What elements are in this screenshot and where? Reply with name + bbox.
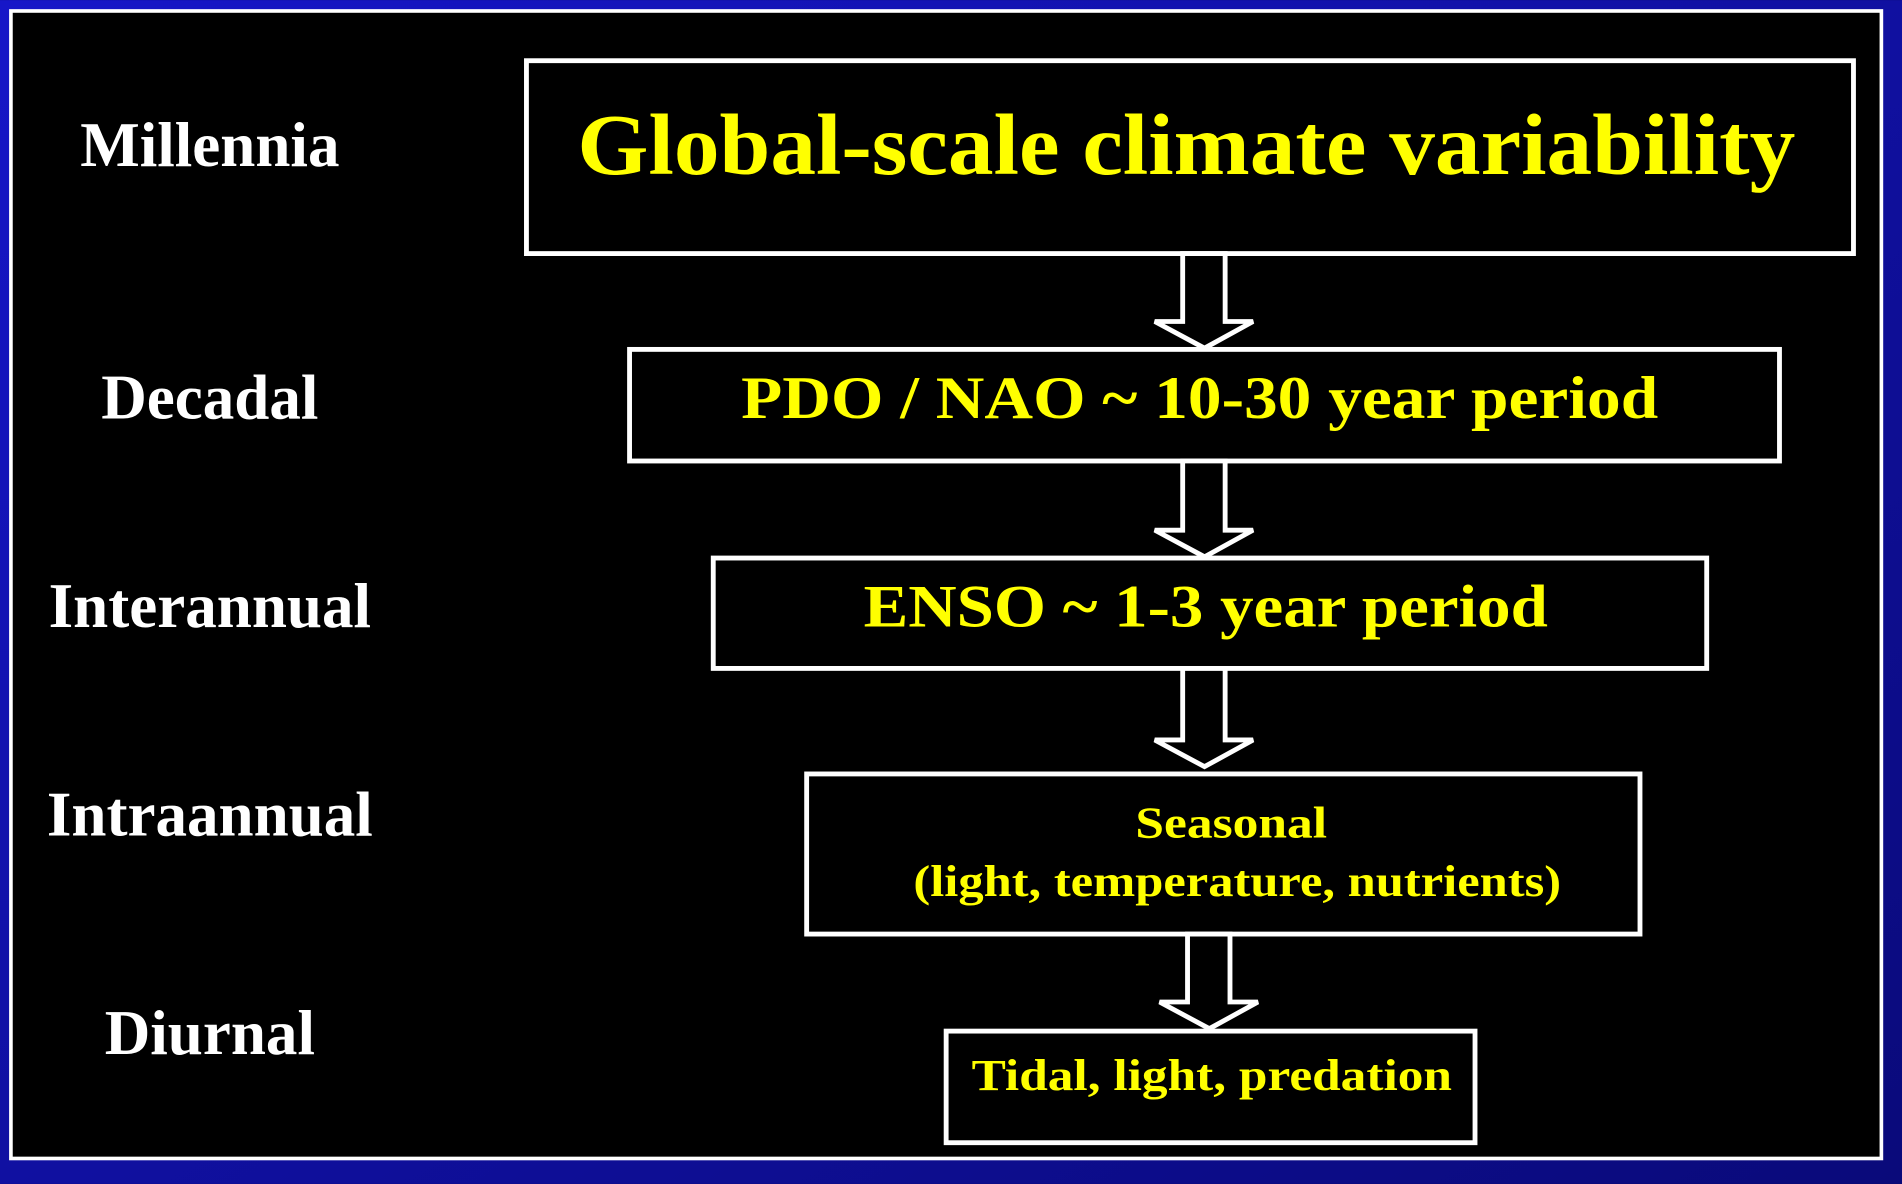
box-text: (light, temperature, nutrients) — [913, 856, 1561, 906]
box — [710, 555, 1710, 671]
arrow — [1153, 665, 1255, 770]
box — [524, 58, 1856, 256]
arrow — [1158, 931, 1260, 1032]
arrow — [1153, 458, 1255, 560]
box-text: Global-scale climate variability — [577, 96, 1795, 193]
box-text: PDO / NAO ~ 10-30 year period — [741, 365, 1658, 432]
box — [943, 1028, 1478, 1146]
box — [627, 346, 1782, 464]
box-text: Tidal, light, predation — [972, 1050, 1452, 1100]
box-text: Seasonal — [1135, 798, 1327, 848]
arrow — [1153, 251, 1255, 351]
level-label: Decadal — [101, 362, 318, 432]
level-label: Intraannual — [47, 780, 373, 850]
level-label: Diurnal — [105, 998, 315, 1068]
box-text: ENSO ~ 1-3 year period — [864, 574, 1548, 641]
level-label: Interannual — [49, 571, 371, 641]
level-label: Millennia — [80, 110, 339, 180]
